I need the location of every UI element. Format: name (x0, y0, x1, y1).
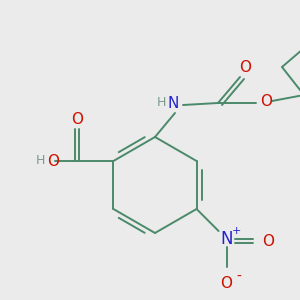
Text: O: O (262, 233, 274, 248)
Text: H: H (156, 97, 166, 110)
Text: +: + (232, 226, 241, 236)
Text: H: H (36, 154, 45, 167)
Text: -: - (236, 270, 241, 284)
Text: O: O (239, 61, 251, 76)
Text: N: N (220, 230, 233, 248)
Text: O: O (47, 154, 59, 169)
Text: O: O (260, 94, 272, 110)
Text: N: N (167, 95, 179, 110)
Text: O: O (71, 112, 83, 127)
Text: O: O (220, 275, 232, 290)
